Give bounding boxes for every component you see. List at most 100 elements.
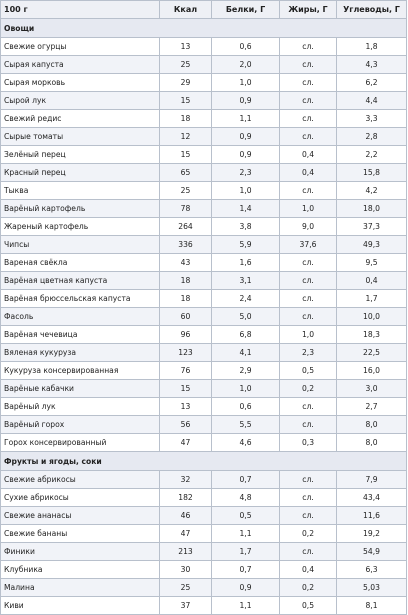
- fat-cell: 0,4: [279, 145, 337, 164]
- food-name: Сухие абрикосы: [0, 488, 160, 507]
- protein-cell: 0,6: [211, 397, 280, 416]
- carbs-cell: 49,3: [336, 235, 407, 254]
- carbs-cell: 4,2: [336, 181, 407, 200]
- fat-cell: сл.: [279, 73, 337, 92]
- table-row: Сырая морковь 29 1,0 сл. 6,2: [0, 73, 407, 92]
- protein-cell: 3,1: [211, 271, 280, 290]
- table-row: Свежий редис 18 1,1 сл. 3,3: [0, 109, 407, 128]
- table-row: Варёный горох 56 5,5 сл. 8,0: [0, 415, 407, 434]
- kcal-cell: 25: [159, 181, 212, 200]
- kcal-cell: 46: [159, 506, 212, 525]
- table-row: Кукуруза консервированная 76 2,9 0,5 16,0: [0, 361, 407, 380]
- fat-cell: сл.: [279, 307, 337, 326]
- table-row: Жареный картофель 264 3,8 9,0 37,3: [0, 217, 407, 236]
- table-row: Варёная цветная капуста 18 3,1 сл. 0,4: [0, 271, 407, 290]
- kcal-cell: 18: [159, 109, 212, 128]
- carbs-cell: 37,3: [336, 217, 407, 236]
- kcal-cell: 264: [159, 217, 212, 236]
- table-row: Вареная свёкла 43 1,6 сл. 9,5: [0, 253, 407, 272]
- protein-cell: 1,0: [211, 379, 280, 398]
- food-name: Малина: [0, 578, 160, 597]
- table-row: Варёный картофель 78 1,4 1,0 18,0: [0, 199, 407, 218]
- food-name: Свежие ананасы: [0, 506, 160, 525]
- fat-cell: 0,4: [279, 163, 337, 182]
- fat-cell: сл.: [279, 542, 337, 561]
- table-row: Сухие абрикосы 182 4,8 сл. 43,4: [0, 488, 407, 507]
- fat-cell: 0,2: [279, 524, 337, 543]
- protein-cell: 1,4: [211, 199, 280, 218]
- protein-cell: 2,3: [211, 163, 280, 182]
- protein-cell: 0,7: [211, 560, 280, 579]
- kcal-cell: 25: [159, 578, 212, 597]
- table-row: Тыква 25 1,0 сл. 4,2: [0, 181, 407, 200]
- fat-cell: 0,3: [279, 433, 337, 452]
- table-row: Малина 25 0,9 0,2 5,03: [0, 578, 407, 597]
- table-row: Свежие абрикосы 32 0,7 сл. 7,9: [0, 470, 407, 489]
- protein-cell: 1,6: [211, 253, 280, 272]
- header-protein: Белки, Г: [211, 0, 280, 19]
- protein-cell: 0,9: [211, 127, 280, 146]
- protein-cell: 2,0: [211, 55, 280, 74]
- kcal-cell: 13: [159, 37, 212, 56]
- carbs-cell: 8,0: [336, 415, 407, 434]
- carbs-cell: 4,3: [336, 55, 407, 74]
- kcal-cell: 47: [159, 524, 212, 543]
- table-row: Фасоль 60 5,0 сл. 10,0: [0, 307, 407, 326]
- food-name: Варёный лук: [0, 397, 160, 416]
- fat-cell: сл.: [279, 55, 337, 74]
- food-name: Варёная чечевица: [0, 325, 160, 344]
- kcal-cell: 25: [159, 55, 212, 74]
- carbs-cell: 6,3: [336, 560, 407, 579]
- table-row: Варёные кабачки 15 1,0 0,2 3,0: [0, 379, 407, 398]
- food-name: Горох консервированный: [0, 433, 160, 452]
- fat-cell: 2,3: [279, 343, 337, 362]
- kcal-cell: 18: [159, 289, 212, 308]
- category-label: Фрукты и ягоды, соки: [0, 451, 407, 471]
- fat-cell: 1,0: [279, 325, 337, 344]
- food-name: Вяленая кукуруза: [0, 343, 160, 362]
- protein-cell: 0,7: [211, 470, 280, 489]
- carbs-cell: 0,4: [336, 271, 407, 290]
- carbs-cell: 18,0: [336, 199, 407, 218]
- table-row: Киви 37 1,1 0,5 8,1: [0, 596, 407, 615]
- kcal-cell: 76: [159, 361, 212, 380]
- kcal-cell: 43: [159, 253, 212, 272]
- protein-cell: 1,0: [211, 73, 280, 92]
- table-row: Вяленая кукуруза 123 4,1 2,3 22,5: [0, 343, 407, 362]
- kcal-cell: 182: [159, 488, 212, 507]
- kcal-cell: 29: [159, 73, 212, 92]
- protein-cell: 4,6: [211, 433, 280, 452]
- fat-cell: 1,0: [279, 199, 337, 218]
- fat-cell: 9,0: [279, 217, 337, 236]
- carbs-cell: 54,9: [336, 542, 407, 561]
- food-name: Свежий редис: [0, 109, 160, 128]
- protein-cell: 0,9: [211, 578, 280, 597]
- food-name: Красный перец: [0, 163, 160, 182]
- protein-cell: 5,5: [211, 415, 280, 434]
- kcal-cell: 18: [159, 271, 212, 290]
- protein-cell: 0,9: [211, 145, 280, 164]
- food-name: Варёный горох: [0, 415, 160, 434]
- table-row: Горох консервированный 47 4,6 0,3 8,0: [0, 433, 407, 452]
- kcal-cell: 13: [159, 397, 212, 416]
- food-name: Сырая морковь: [0, 73, 160, 92]
- table-row: Клубника 30 0,7 0,4 6,3: [0, 560, 407, 579]
- kcal-cell: 213: [159, 542, 212, 561]
- carbs-cell: 1,7: [336, 289, 407, 308]
- table-row: Свежие ананасы 46 0,5 сл. 11,6: [0, 506, 407, 525]
- table-row: Чипсы 336 5,9 37,6 49,3: [0, 235, 407, 254]
- fat-cell: сл.: [279, 109, 337, 128]
- kcal-cell: 30: [159, 560, 212, 579]
- kcal-cell: 37: [159, 596, 212, 615]
- fat-cell: сл.: [279, 488, 337, 507]
- food-name: Свежие огурцы: [0, 37, 160, 56]
- table-row: Сырые томаты 12 0,9 сл. 2,8: [0, 127, 407, 146]
- table-body: Овощи Свежие огурцы 13 0,6 сл. 1,8 Сырая капус…: [0, 18, 407, 615]
- carbs-cell: 18,3: [336, 325, 407, 344]
- header-kcal: Ккал: [159, 0, 212, 19]
- kcal-cell: 56: [159, 415, 212, 434]
- fat-cell: 0,2: [279, 578, 337, 597]
- carbs-cell: 8,0: [336, 433, 407, 452]
- kcal-cell: 15: [159, 145, 212, 164]
